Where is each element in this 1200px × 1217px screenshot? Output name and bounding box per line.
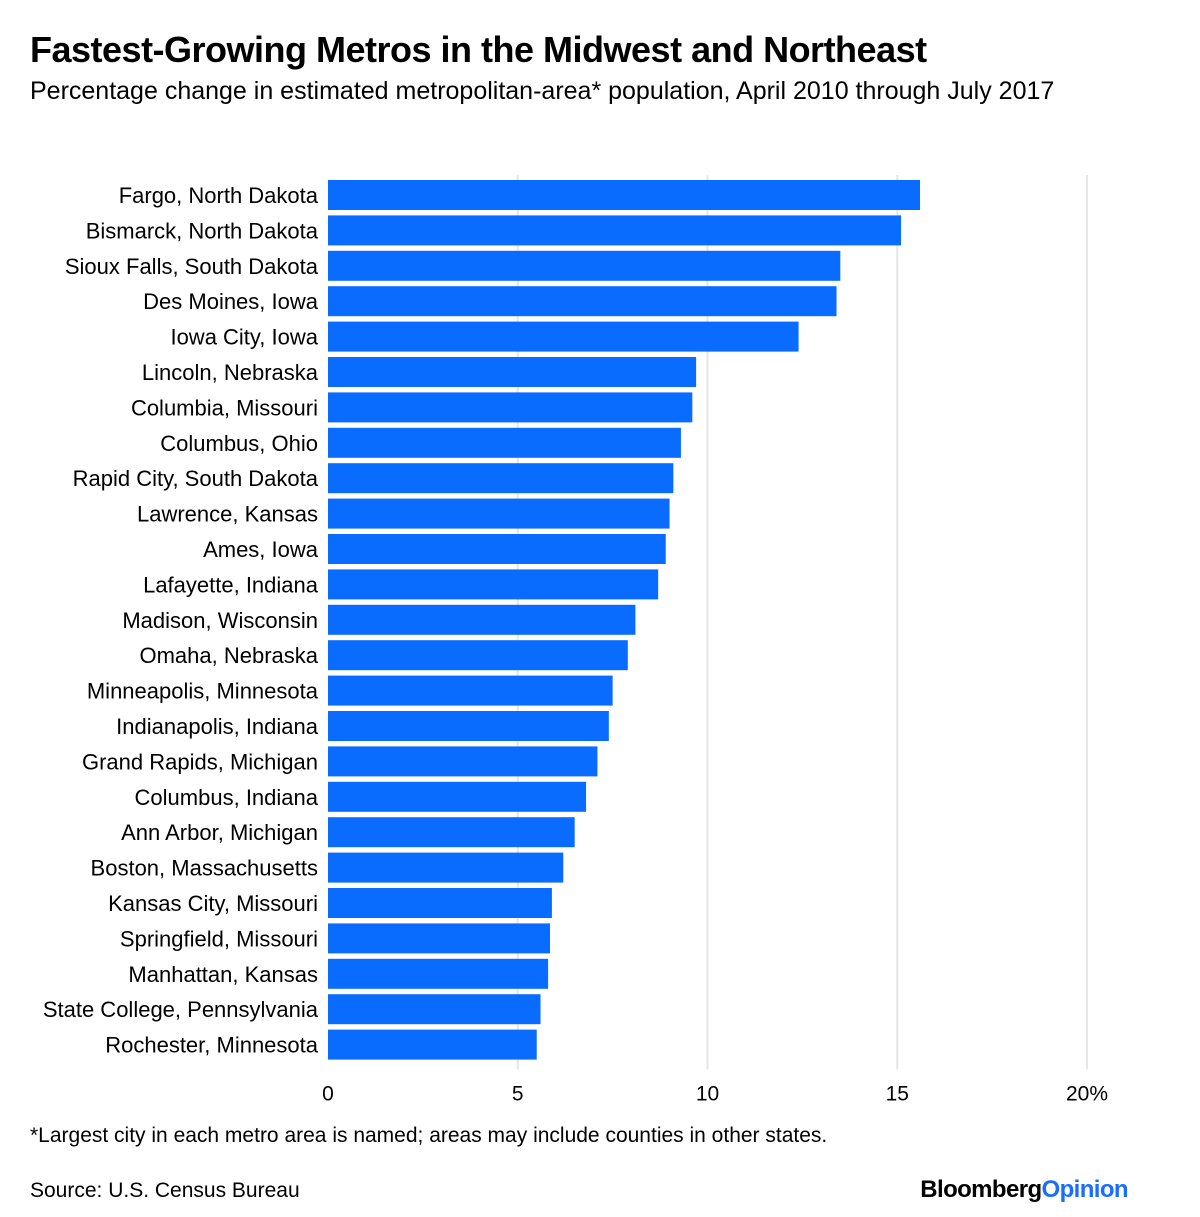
logo-section: Opinion xyxy=(1041,1176,1129,1203)
category-label: Sioux Falls, South Dakota xyxy=(65,254,319,279)
category-label: Lincoln, Nebraska xyxy=(142,360,319,385)
category-label: Fargo, North Dakota xyxy=(119,183,319,208)
bloomberg-opinion-logo: BloombergOpinion xyxy=(920,1175,1128,1205)
category-label: Minneapolis, Minnesota xyxy=(87,679,319,704)
bar xyxy=(328,215,902,246)
category-label: Ames, Iowa xyxy=(203,537,319,562)
category-label: Lawrence, Kansas xyxy=(137,502,318,527)
bar xyxy=(328,888,552,918)
category-label: Kansas City, Missouri xyxy=(108,891,318,916)
bar xyxy=(328,180,921,210)
logo-brand: Bloomberg xyxy=(920,1176,1042,1203)
category-label: Des Moines, Iowa xyxy=(143,289,319,314)
bar xyxy=(328,463,674,494)
bar xyxy=(328,958,549,989)
category-label: Indianapolis, Indiana xyxy=(116,714,319,739)
bar xyxy=(328,604,636,635)
bar xyxy=(328,675,613,706)
bar xyxy=(328,498,670,529)
category-label: Rochester, Minnesota xyxy=(105,1033,319,1058)
bar xyxy=(328,534,666,564)
bar xyxy=(328,746,598,777)
x-tick-label: 0 xyxy=(322,1083,334,1106)
source-note: Source: U.S. Census Bureau xyxy=(30,1179,300,1202)
category-label: Lafayette, Indiana xyxy=(143,572,319,597)
category-label: State College, Pennsylvania xyxy=(43,997,319,1022)
category-label: Manhattan, Kansas xyxy=(128,962,318,987)
bar xyxy=(328,711,609,741)
category-label: Columbus, Ohio xyxy=(160,431,318,456)
bar xyxy=(328,781,587,812)
bar xyxy=(328,923,551,954)
category-label: Madison, Wisconsin xyxy=(122,608,318,633)
x-tick-label: 20% xyxy=(1066,1083,1108,1106)
bar xyxy=(328,392,693,423)
bar-chart: Fargo, North Dakota Bismarck, North Dakot… xyxy=(43,175,1108,1106)
x-tick-label: 15 xyxy=(886,1083,909,1106)
category-label: Iowa City, Iowa xyxy=(170,325,318,350)
bar xyxy=(328,640,628,671)
bar xyxy=(328,817,575,848)
chart-subtitle: Percentage change in estimated metropoli… xyxy=(30,77,1055,105)
bar xyxy=(328,427,681,458)
bar xyxy=(328,357,697,387)
bar xyxy=(328,250,841,281)
category-label: Bismarck, North Dakota xyxy=(86,218,319,243)
category-label: Boston, Massachusetts xyxy=(91,856,318,881)
category-label: Rapid City, South Dakota xyxy=(73,466,319,491)
x-tick-label: 10 xyxy=(696,1083,719,1106)
bar xyxy=(328,321,799,352)
bar xyxy=(328,852,564,883)
bar xyxy=(328,569,659,600)
category-label: Springfield, Missouri xyxy=(120,926,318,951)
bar xyxy=(328,1029,537,1060)
chart-title: Fastest-Growing Metros in the Midwest an… xyxy=(30,29,927,70)
category-label: Grand Rapids, Michigan xyxy=(82,749,318,774)
category-label: Omaha, Nebraska xyxy=(139,643,318,668)
footnote: *Largest city in each metro area is name… xyxy=(30,1124,828,1147)
category-label: Columbia, Missouri xyxy=(131,395,318,420)
category-label: Ann Arbor, Michigan xyxy=(121,820,318,845)
category-label: Columbus, Indiana xyxy=(135,785,319,810)
x-tick-label: 5 xyxy=(512,1083,524,1106)
bar xyxy=(328,994,541,1025)
bar xyxy=(328,286,837,317)
